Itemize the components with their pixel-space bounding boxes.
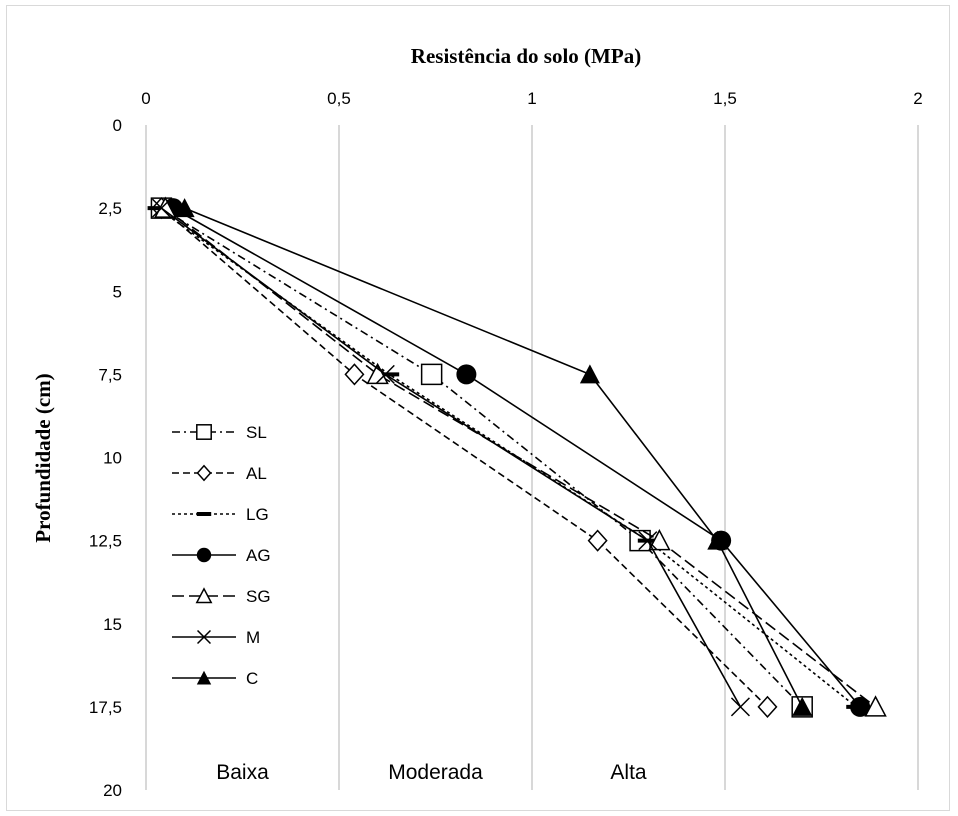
data-point	[196, 629, 212, 645]
x-tick-label: 1	[527, 89, 536, 108]
legend-label: M	[246, 628, 260, 647]
x-tick-label: 0,5	[327, 89, 351, 108]
y-tick-label: 10	[103, 449, 122, 468]
x-tick-label: 2	[913, 89, 922, 108]
series-layer	[147, 196, 887, 718]
data-point	[196, 670, 212, 685]
chart-frame	[6, 5, 950, 811]
y-tick-label: 17,5	[89, 698, 122, 717]
legend-label: C	[246, 669, 258, 688]
data-point	[638, 531, 658, 551]
y-tick-label: 7,5	[98, 365, 122, 384]
data-point	[456, 364, 477, 385]
data-point	[707, 530, 728, 550]
legend-label: LG	[246, 505, 269, 524]
series-line	[172, 207, 861, 708]
y-tick-label: 5	[113, 282, 122, 301]
legend-label: SG	[246, 587, 271, 606]
data-point	[151, 198, 171, 218]
grid-lines	[145, 125, 919, 790]
legend-item-al: AL	[172, 464, 267, 483]
data-point	[344, 363, 365, 386]
zone-label: Alta	[610, 761, 647, 784]
data-point	[196, 547, 212, 563]
x-tick-label: 1,5	[713, 89, 737, 108]
y-tick-label: 12,5	[89, 532, 122, 551]
data-point	[375, 364, 395, 384]
data-point	[864, 695, 887, 717]
legend-item-sl: SL	[172, 423, 267, 442]
legend-label: SL	[246, 423, 267, 442]
data-point	[648, 529, 671, 551]
legend-item-m: M	[172, 628, 260, 647]
y-axis-label: Profundidade (cm)	[31, 373, 55, 542]
data-point	[587, 529, 608, 552]
data-point	[174, 198, 195, 218]
legend-label: AL	[246, 464, 267, 483]
legend: SL AL LG AG SG M C	[172, 423, 271, 688]
series-line	[161, 207, 803, 708]
series-line	[160, 207, 769, 708]
data-point	[196, 424, 212, 440]
data-point	[366, 362, 389, 385]
data-point	[420, 363, 443, 386]
legend-item-lg: LG	[172, 505, 269, 524]
y-tick-label: 2,5	[98, 199, 122, 218]
series-m	[151, 198, 750, 717]
data-point	[730, 697, 750, 717]
zone-label: Baixa	[216, 761, 269, 784]
data-point	[195, 587, 213, 604]
data-point	[196, 464, 212, 482]
legend-item-ag: AG	[172, 546, 271, 565]
zone-labels: Baixa Moderada Alta	[216, 761, 647, 784]
legend-item-c: C	[172, 669, 258, 688]
y-tick-label: 15	[103, 615, 122, 634]
chart-title: Resistência do solo (MPa)	[411, 44, 641, 68]
legend-item-sg: SG	[172, 587, 271, 606]
zone-label: Moderada	[388, 761, 483, 784]
series-sg	[154, 196, 887, 717]
x-tick-label: 0	[141, 89, 150, 108]
series-line	[160, 207, 742, 708]
legend-label: AG	[246, 546, 271, 565]
series-c	[174, 198, 813, 716]
series-line	[184, 207, 803, 708]
data-point	[792, 696, 813, 716]
y-tick-label: 0	[113, 116, 122, 135]
data-point	[579, 364, 600, 384]
data-point	[757, 695, 778, 718]
data-point	[850, 696, 871, 717]
series-line	[164, 207, 877, 708]
y-tick-label: 20	[103, 781, 122, 800]
